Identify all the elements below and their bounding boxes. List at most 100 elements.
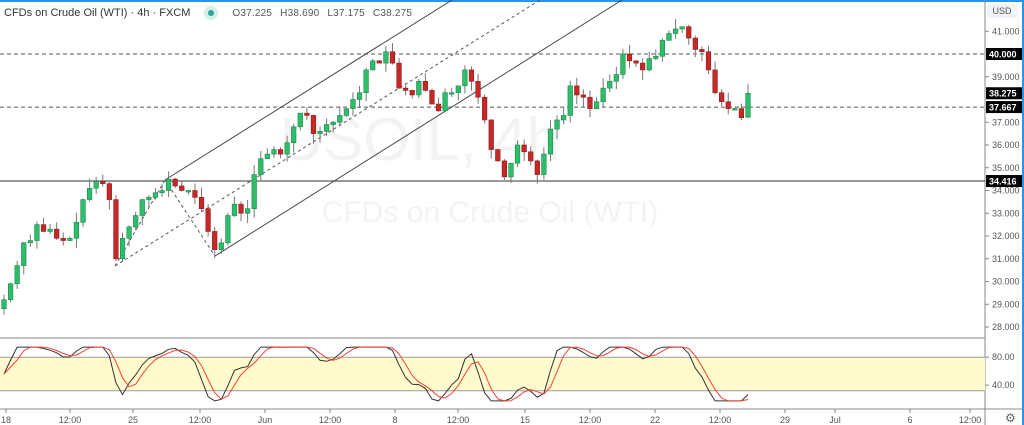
candle[interactable]	[172, 177, 178, 189]
candle[interactable]	[231, 196, 238, 217]
candle[interactable]	[304, 107, 310, 120]
candle[interactable]	[508, 162, 514, 183]
candle[interactable]	[271, 146, 277, 158]
candle[interactable]	[501, 159, 507, 180]
candle[interactable]	[416, 78, 422, 98]
candle[interactable]	[561, 106, 567, 125]
candle[interactable]	[745, 83, 751, 119]
candle[interactable]	[356, 85, 363, 109]
candle[interactable]	[119, 232, 126, 263]
candle[interactable]	[251, 165, 257, 218]
candle[interactable]	[100, 174, 106, 187]
candle[interactable]	[238, 201, 244, 222]
candle[interactable]	[679, 26, 685, 33]
candle[interactable]	[1, 294, 7, 315]
candle[interactable]	[126, 225, 132, 247]
candle[interactable]	[587, 90, 593, 118]
candle[interactable]	[541, 147, 547, 180]
candle[interactable]	[699, 46, 705, 62]
candle[interactable]	[633, 60, 639, 67]
candle[interactable]	[376, 59, 382, 64]
candle[interactable]	[113, 195, 119, 262]
candle[interactable]	[468, 66, 475, 91]
candle[interactable]	[27, 234, 33, 248]
candle[interactable]	[574, 77, 580, 105]
candle[interactable]	[54, 222, 60, 240]
candle[interactable]	[324, 118, 330, 137]
candle[interactable]	[567, 80, 573, 123]
chart-settings-gear-icon[interactable]: ⚙	[1005, 411, 1016, 425]
candle[interactable]	[245, 199, 251, 224]
candle[interactable]	[692, 35, 698, 58]
candle[interactable]	[403, 85, 409, 96]
candle[interactable]	[435, 97, 442, 112]
symbol-title[interactable]: CFDs on Crude Oil (WTI) · 4h · FXCM	[4, 7, 191, 19]
candle[interactable]	[396, 58, 402, 89]
candle[interactable]	[462, 65, 468, 94]
candle[interactable]	[593, 97, 600, 110]
candle[interactable]	[47, 224, 53, 234]
candle[interactable]	[732, 107, 738, 111]
candle[interactable]	[705, 45, 712, 74]
candle[interactable]	[106, 181, 112, 210]
candle[interactable]	[626, 44, 633, 69]
candle[interactable]	[521, 139, 527, 162]
candle[interactable]	[653, 49, 659, 61]
candle[interactable]	[152, 187, 159, 200]
candle[interactable]	[646, 51, 652, 72]
candle[interactable]	[738, 103, 745, 121]
candle[interactable]	[666, 30, 672, 41]
candle[interactable]	[317, 126, 323, 143]
candle[interactable]	[40, 217, 47, 233]
candle[interactable]	[60, 232, 66, 246]
candle[interactable]	[547, 119, 554, 162]
candle[interactable]	[14, 261, 20, 289]
candle[interactable]	[192, 183, 198, 204]
candle[interactable]	[205, 204, 211, 237]
candle[interactable]	[719, 89, 725, 107]
candle[interactable]	[284, 135, 290, 162]
candle[interactable]	[297, 112, 303, 131]
candle[interactable]	[350, 92, 356, 116]
pitchfork-lower-tine[interactable]	[214, 0, 623, 257]
candle[interactable]	[133, 211, 139, 231]
candle[interactable]	[86, 178, 93, 202]
candle[interactable]	[449, 87, 455, 97]
candle[interactable]	[495, 148, 501, 162]
candle[interactable]	[166, 171, 172, 198]
candle[interactable]	[640, 58, 646, 81]
candle[interactable]	[218, 238, 224, 255]
candle[interactable]	[363, 67, 369, 102]
candle[interactable]	[712, 61, 718, 95]
candle[interactable]	[613, 66, 619, 90]
candle[interactable]	[455, 85, 461, 101]
candle[interactable]	[159, 184, 165, 197]
candle[interactable]	[686, 24, 692, 45]
candle[interactable]	[7, 282, 14, 303]
candle[interactable]	[607, 74, 613, 93]
candle[interactable]	[422, 73, 428, 92]
candle[interactable]	[514, 140, 521, 168]
candle[interactable]	[383, 46, 389, 72]
candle[interactable]	[80, 198, 86, 227]
candle[interactable]	[258, 150, 264, 182]
candle[interactable]	[725, 92, 731, 115]
candle[interactable]	[442, 88, 448, 112]
candle[interactable]	[225, 212, 231, 246]
candle[interactable]	[534, 159, 540, 184]
candle[interactable]	[659, 38, 666, 62]
candle[interactable]	[343, 108, 349, 118]
candle[interactable]	[310, 114, 317, 144]
candle[interactable]	[475, 73, 481, 104]
candle[interactable]	[600, 78, 606, 108]
candle[interactable]	[488, 119, 494, 159]
candle[interactable]	[21, 242, 27, 275]
candle[interactable]	[179, 181, 185, 192]
symbol-legend[interactable]: CFDs on Crude Oil (WTI) · 4h · FXCM O37.…	[4, 6, 412, 20]
candle[interactable]	[672, 19, 679, 39]
candle[interactable]	[620, 48, 626, 80]
candle[interactable]	[264, 148, 270, 159]
candle[interactable]	[580, 89, 586, 108]
currency-label[interactable]: USD	[987, 4, 1017, 18]
